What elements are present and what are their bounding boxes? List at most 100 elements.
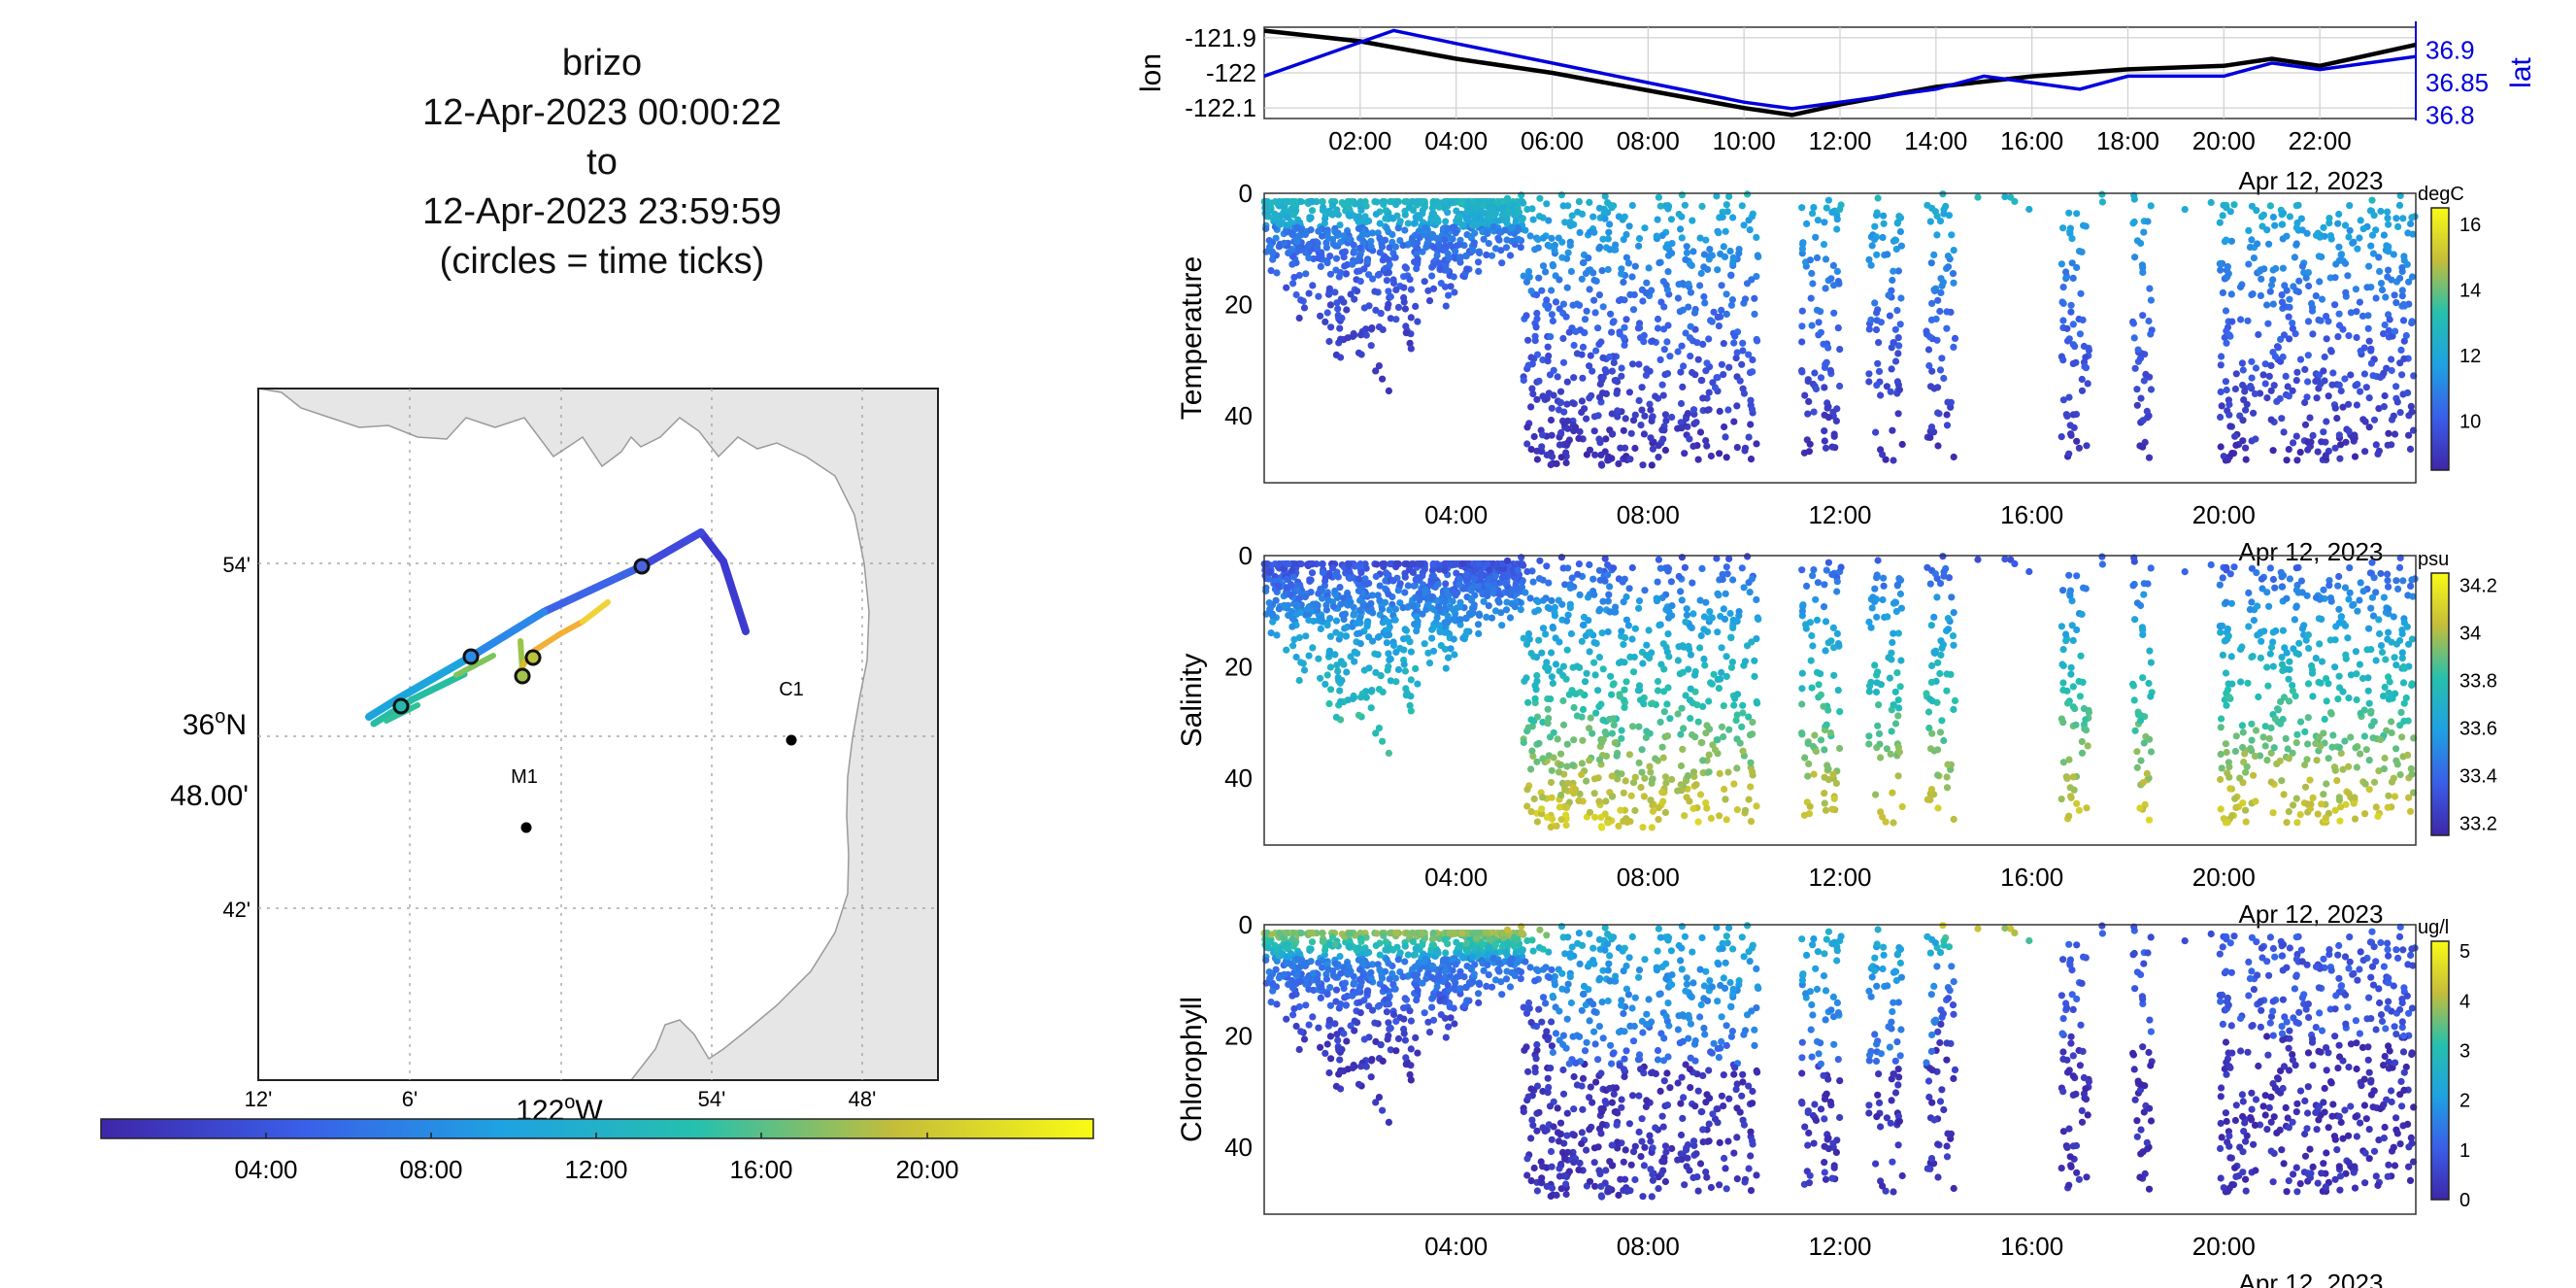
temp-data-point — [2279, 220, 2287, 228]
sal-data-point — [1682, 618, 1689, 626]
temp-data-point — [2225, 411, 2233, 419]
sal-data-point — [1570, 736, 1578, 744]
temp-data-point — [2392, 383, 2400, 390]
temp-data-point — [2407, 220, 2415, 227]
temp-data-point — [1655, 454, 1662, 461]
sal-data-point — [1897, 657, 1905, 664]
temp-data-point — [1373, 198, 1381, 206]
sal-data-point — [2242, 818, 2250, 826]
temp-data-point — [2222, 307, 2230, 315]
temp-data-point — [1483, 198, 1490, 206]
temp-data-point — [2291, 254, 2298, 261]
sal-data-point — [2323, 675, 2330, 683]
temp-data-point — [1806, 440, 1814, 448]
sal-data-point — [2372, 657, 2380, 664]
temp-data-point — [1687, 322, 1694, 330]
temp-data-point — [2392, 327, 2399, 335]
sal-data-point — [1355, 629, 1363, 637]
sal-data-point — [1890, 629, 1897, 637]
sal-data-point — [1874, 557, 1882, 564]
temp-data-point — [1894, 350, 1902, 357]
temp-data-point — [1654, 315, 1662, 323]
temp-data-point — [2361, 418, 2369, 425]
sal-data-point — [2370, 778, 2379, 786]
sal-data-point — [2318, 658, 2326, 665]
sal-data-point — [1321, 680, 1329, 689]
temp-data-point — [1874, 359, 1882, 367]
temp-data-point — [2063, 324, 2071, 332]
sal-data-point — [1677, 730, 1685, 738]
sal-data-point — [2285, 808, 2292, 816]
sal-data-point — [1798, 685, 1806, 693]
sal-data-point — [1951, 696, 1959, 705]
temp-data-point — [2001, 193, 2009, 201]
temp-data-point — [1745, 351, 1753, 358]
temp-data-point — [1715, 229, 1723, 237]
sal-data-point — [1325, 699, 1333, 708]
temp-data-point — [1462, 208, 1471, 217]
salinity-xtick-16: 16:00 — [2000, 863, 2063, 892]
sal-data-point — [1691, 733, 1699, 741]
sal-data-point — [1701, 661, 1709, 669]
temp-data-point — [1643, 365, 1651, 373]
temperature-dots — [1260, 190, 2419, 469]
sal-data-point — [1422, 587, 1429, 594]
temp-data-point — [1331, 288, 1339, 296]
temp-data-point — [2304, 352, 2312, 359]
temp-data-point — [2359, 225, 2367, 233]
temp-data-point — [1411, 220, 1419, 227]
temp-data-point — [1345, 212, 1353, 220]
sal-data-point — [2314, 810, 2322, 818]
temp-data-point — [1924, 201, 1931, 209]
sal-data-point — [2361, 810, 2369, 818]
sal-data-point — [1523, 786, 1531, 794]
sal-data-point — [1715, 685, 1723, 693]
temp-data-point — [1829, 408, 1837, 416]
sal-data-point — [2228, 812, 2236, 820]
temp-data-point — [1824, 414, 1832, 422]
sal-data-point — [2063, 687, 2071, 695]
sal-data-point — [2377, 642, 2386, 650]
sal-data-point — [1688, 624, 1695, 632]
temp-data-point — [1938, 355, 1946, 362]
sal-data-point — [1400, 661, 1408, 668]
sal-data-point — [1939, 641, 1947, 649]
sal-data-point — [1705, 768, 1713, 776]
temp-data-point — [1407, 314, 1415, 322]
temp-data-point — [1547, 333, 1555, 341]
temp-data-point — [2391, 430, 2399, 438]
sal-data-point — [2399, 662, 2408, 671]
temp-data-point — [1677, 225, 1685, 233]
sal-data-point — [1384, 631, 1392, 639]
temp-data-point — [2346, 202, 2354, 210]
temp-data-point — [1655, 442, 1662, 450]
temp-data-point — [1830, 432, 1838, 440]
temp-data-point — [1336, 221, 1344, 229]
sal-data-point — [1495, 590, 1503, 598]
sal-data-point — [2377, 569, 2385, 578]
sal-data-point — [1890, 819, 1897, 827]
temp-data-point — [2133, 401, 2141, 409]
sal-data-point — [1615, 659, 1623, 667]
temp-data-point — [1624, 259, 1632, 267]
sal-data-point — [1382, 569, 1390, 577]
sal-data-point — [1694, 818, 1702, 826]
sal-data-point — [2399, 679, 2408, 687]
sal-data-point — [1808, 684, 1816, 692]
chl-data-point — [1407, 1045, 1415, 1053]
temp-data-point — [1606, 353, 1614, 361]
temp-data-point — [1429, 285, 1438, 292]
temp-data-point — [1923, 327, 1930, 335]
temp-data-point — [1296, 246, 1304, 254]
sal-data-point — [2353, 670, 2360, 678]
temp-data-point — [1331, 209, 1339, 217]
sal-data-point — [1704, 627, 1712, 636]
sal-data-point — [1707, 814, 1715, 823]
temp-data-point — [2333, 415, 2341, 423]
sal-data-point — [1836, 744, 1844, 753]
sal-data-point — [1666, 715, 1674, 723]
sal-data-point — [1930, 648, 1938, 656]
temp-data-point — [1590, 228, 1598, 236]
sal-data-point — [2353, 695, 2360, 704]
temp-data-point — [2257, 266, 2264, 274]
